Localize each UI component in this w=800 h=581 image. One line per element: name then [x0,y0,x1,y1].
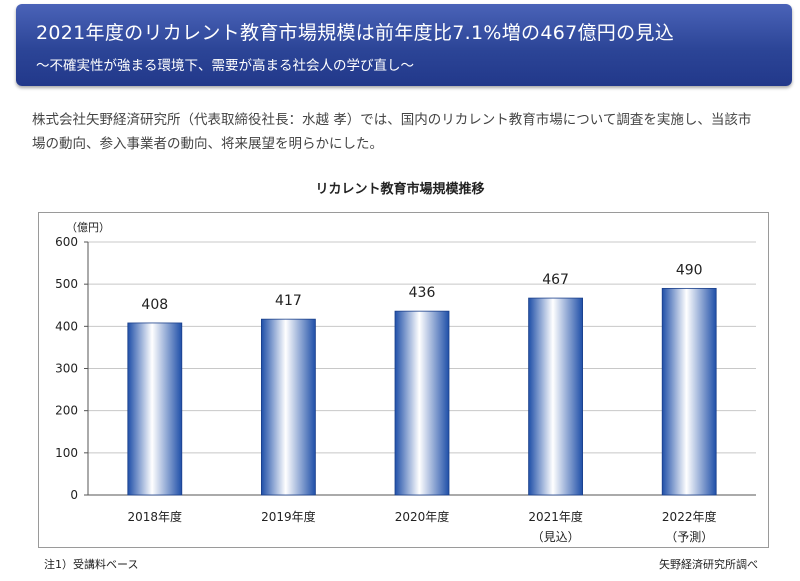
source-note: 矢野経済研究所調べ [659,558,758,571]
bar [528,297,583,496]
page-title: 2021年度のリカレント教育市場規模は前年度比7.1%増の467億円の見込 [36,22,674,44]
y-tick-label: 200 [55,404,78,418]
bar [127,322,183,496]
x-tick-label: 2022年度 [662,509,717,524]
labels: 0 100 200 300 400 500 600 408 2018年度 417 2019年度 436… [55,235,716,544]
y-tick-label: 0 [70,488,78,502]
y-tick-label: 400 [55,319,78,333]
y-axis-unit-label: （億円） [66,221,110,234]
data-label: 436 [409,285,436,301]
bars [127,287,717,496]
chart-title: リカレント教育市場規模推移 [315,182,485,197]
y-tick-label: 100 [55,446,78,460]
x-tick-label: 2020年度 [395,509,450,524]
data-label: 467 [542,272,569,288]
header-banner: 2021年度のリカレント教育市場規模は前年度比7.1%増の467億円の見込 ～不… [16,4,792,86]
intro-paragraph: 株式会社矢野経済研究所（代表取締役社長：水越 孝）では、国内のリカレント教育市場… [32,112,752,152]
data-label: 408 [141,297,168,313]
y-tick-label: 500 [55,277,78,291]
x-tick-label: 2018年度 [128,509,183,524]
page-subtitle: ～不確実性が強まる環境下、需要が高まる社会人の学び直し～ [36,58,414,74]
x-tick-sublabel: （見込） [532,530,580,544]
x-tick-label: 2021年度 [528,509,583,524]
bar [661,287,717,496]
data-label: 490 [676,262,703,278]
footnote: 注1）受講料ベース [44,558,139,571]
y-tick-label: 300 [55,362,78,376]
chart-frame [38,212,769,548]
x-tick-sublabel: （予測） [665,530,713,544]
x-tick-label: 2019年度 [261,509,316,524]
data-label: 417 [275,293,302,309]
y-tick-label: 600 [55,235,78,249]
bar [394,310,450,496]
bar [260,318,316,496]
